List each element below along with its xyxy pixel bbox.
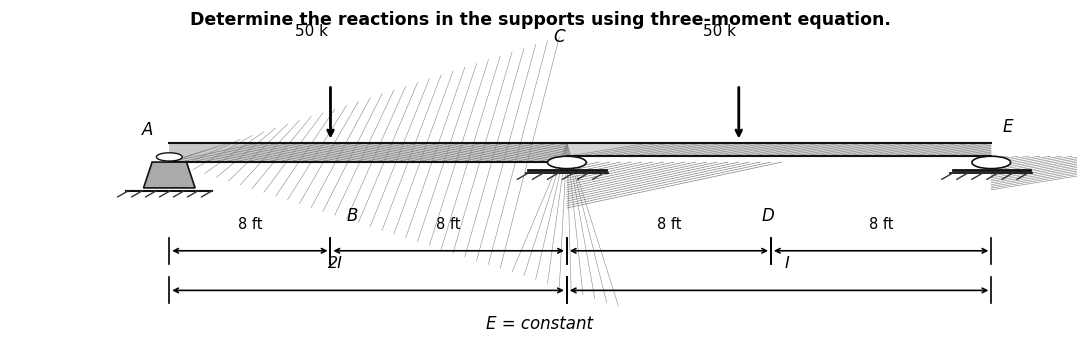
- Text: 8 ft: 8 ft: [436, 217, 461, 232]
- Text: 50 k: 50 k: [703, 24, 737, 39]
- Bar: [567, 143, 991, 156]
- Bar: [170, 143, 567, 162]
- Text: I: I: [785, 257, 789, 272]
- Text: 50 k: 50 k: [295, 24, 328, 39]
- Text: 8 ft: 8 ft: [238, 217, 262, 232]
- Text: 8 ft: 8 ft: [657, 217, 681, 232]
- Text: C: C: [554, 28, 565, 46]
- Circle shape: [548, 156, 586, 169]
- Text: E = constant: E = constant: [486, 315, 594, 334]
- Text: A: A: [143, 121, 153, 139]
- Polygon shape: [144, 162, 195, 188]
- Text: Determine the reactions in the supports using three-moment equation.: Determine the reactions in the supports …: [190, 12, 890, 29]
- Text: B: B: [347, 207, 357, 225]
- Text: 8 ft: 8 ft: [869, 217, 893, 232]
- Text: 2I: 2I: [328, 257, 343, 272]
- Text: D: D: [761, 207, 774, 225]
- Circle shape: [157, 153, 183, 161]
- Circle shape: [972, 156, 1011, 169]
- Text: E: E: [1002, 118, 1013, 136]
